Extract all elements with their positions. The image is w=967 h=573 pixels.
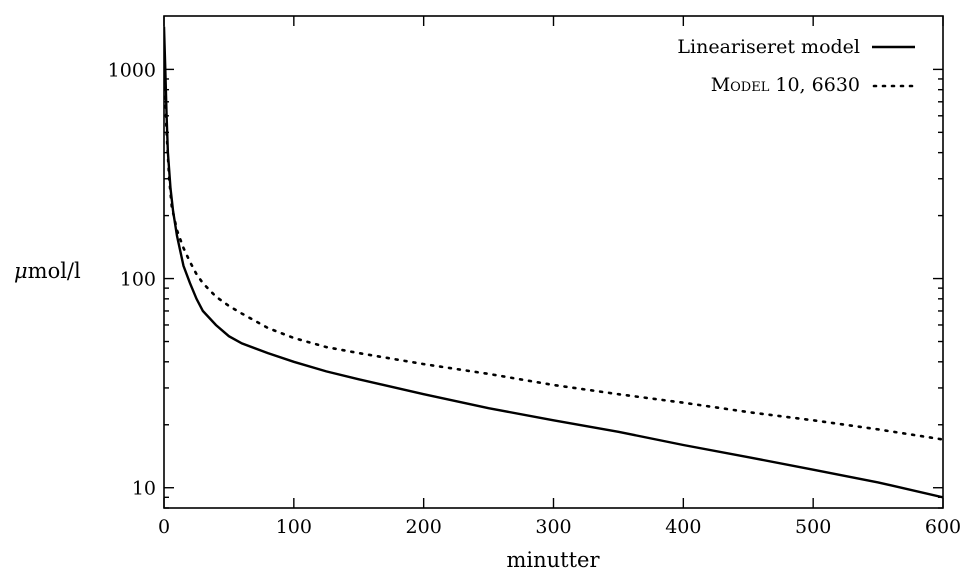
y-tick-label: 100	[120, 269, 156, 291]
series-line-model-10	[164, 59, 943, 441]
x-tick-label: 300	[535, 516, 571, 538]
x-tick-label: 400	[665, 516, 701, 538]
legend-label-model-10: Model 10, 6630	[711, 74, 860, 96]
y-axis-label: μmol/l	[14, 259, 81, 283]
y-tick-label: 1000	[108, 59, 156, 81]
x-tick-label: 0	[158, 516, 170, 538]
x-tick-label: 100	[276, 516, 312, 538]
series-line-lineariseret-model	[164, 26, 943, 499]
x-axis-label: minutter	[506, 548, 600, 572]
x-tick-label: 200	[406, 516, 442, 538]
legend-label-lineariseret-model: Lineariseret model	[677, 36, 860, 58]
y-tick-label: 10	[132, 478, 156, 500]
y-axis-label-rest: mol/l	[28, 259, 81, 283]
x-tick-label: 500	[795, 516, 831, 538]
legend: Lineariseret model Model 10, 6630	[677, 36, 917, 96]
x-tick-label: 600	[925, 516, 961, 538]
y-axis-label-mu: μ	[14, 259, 28, 283]
